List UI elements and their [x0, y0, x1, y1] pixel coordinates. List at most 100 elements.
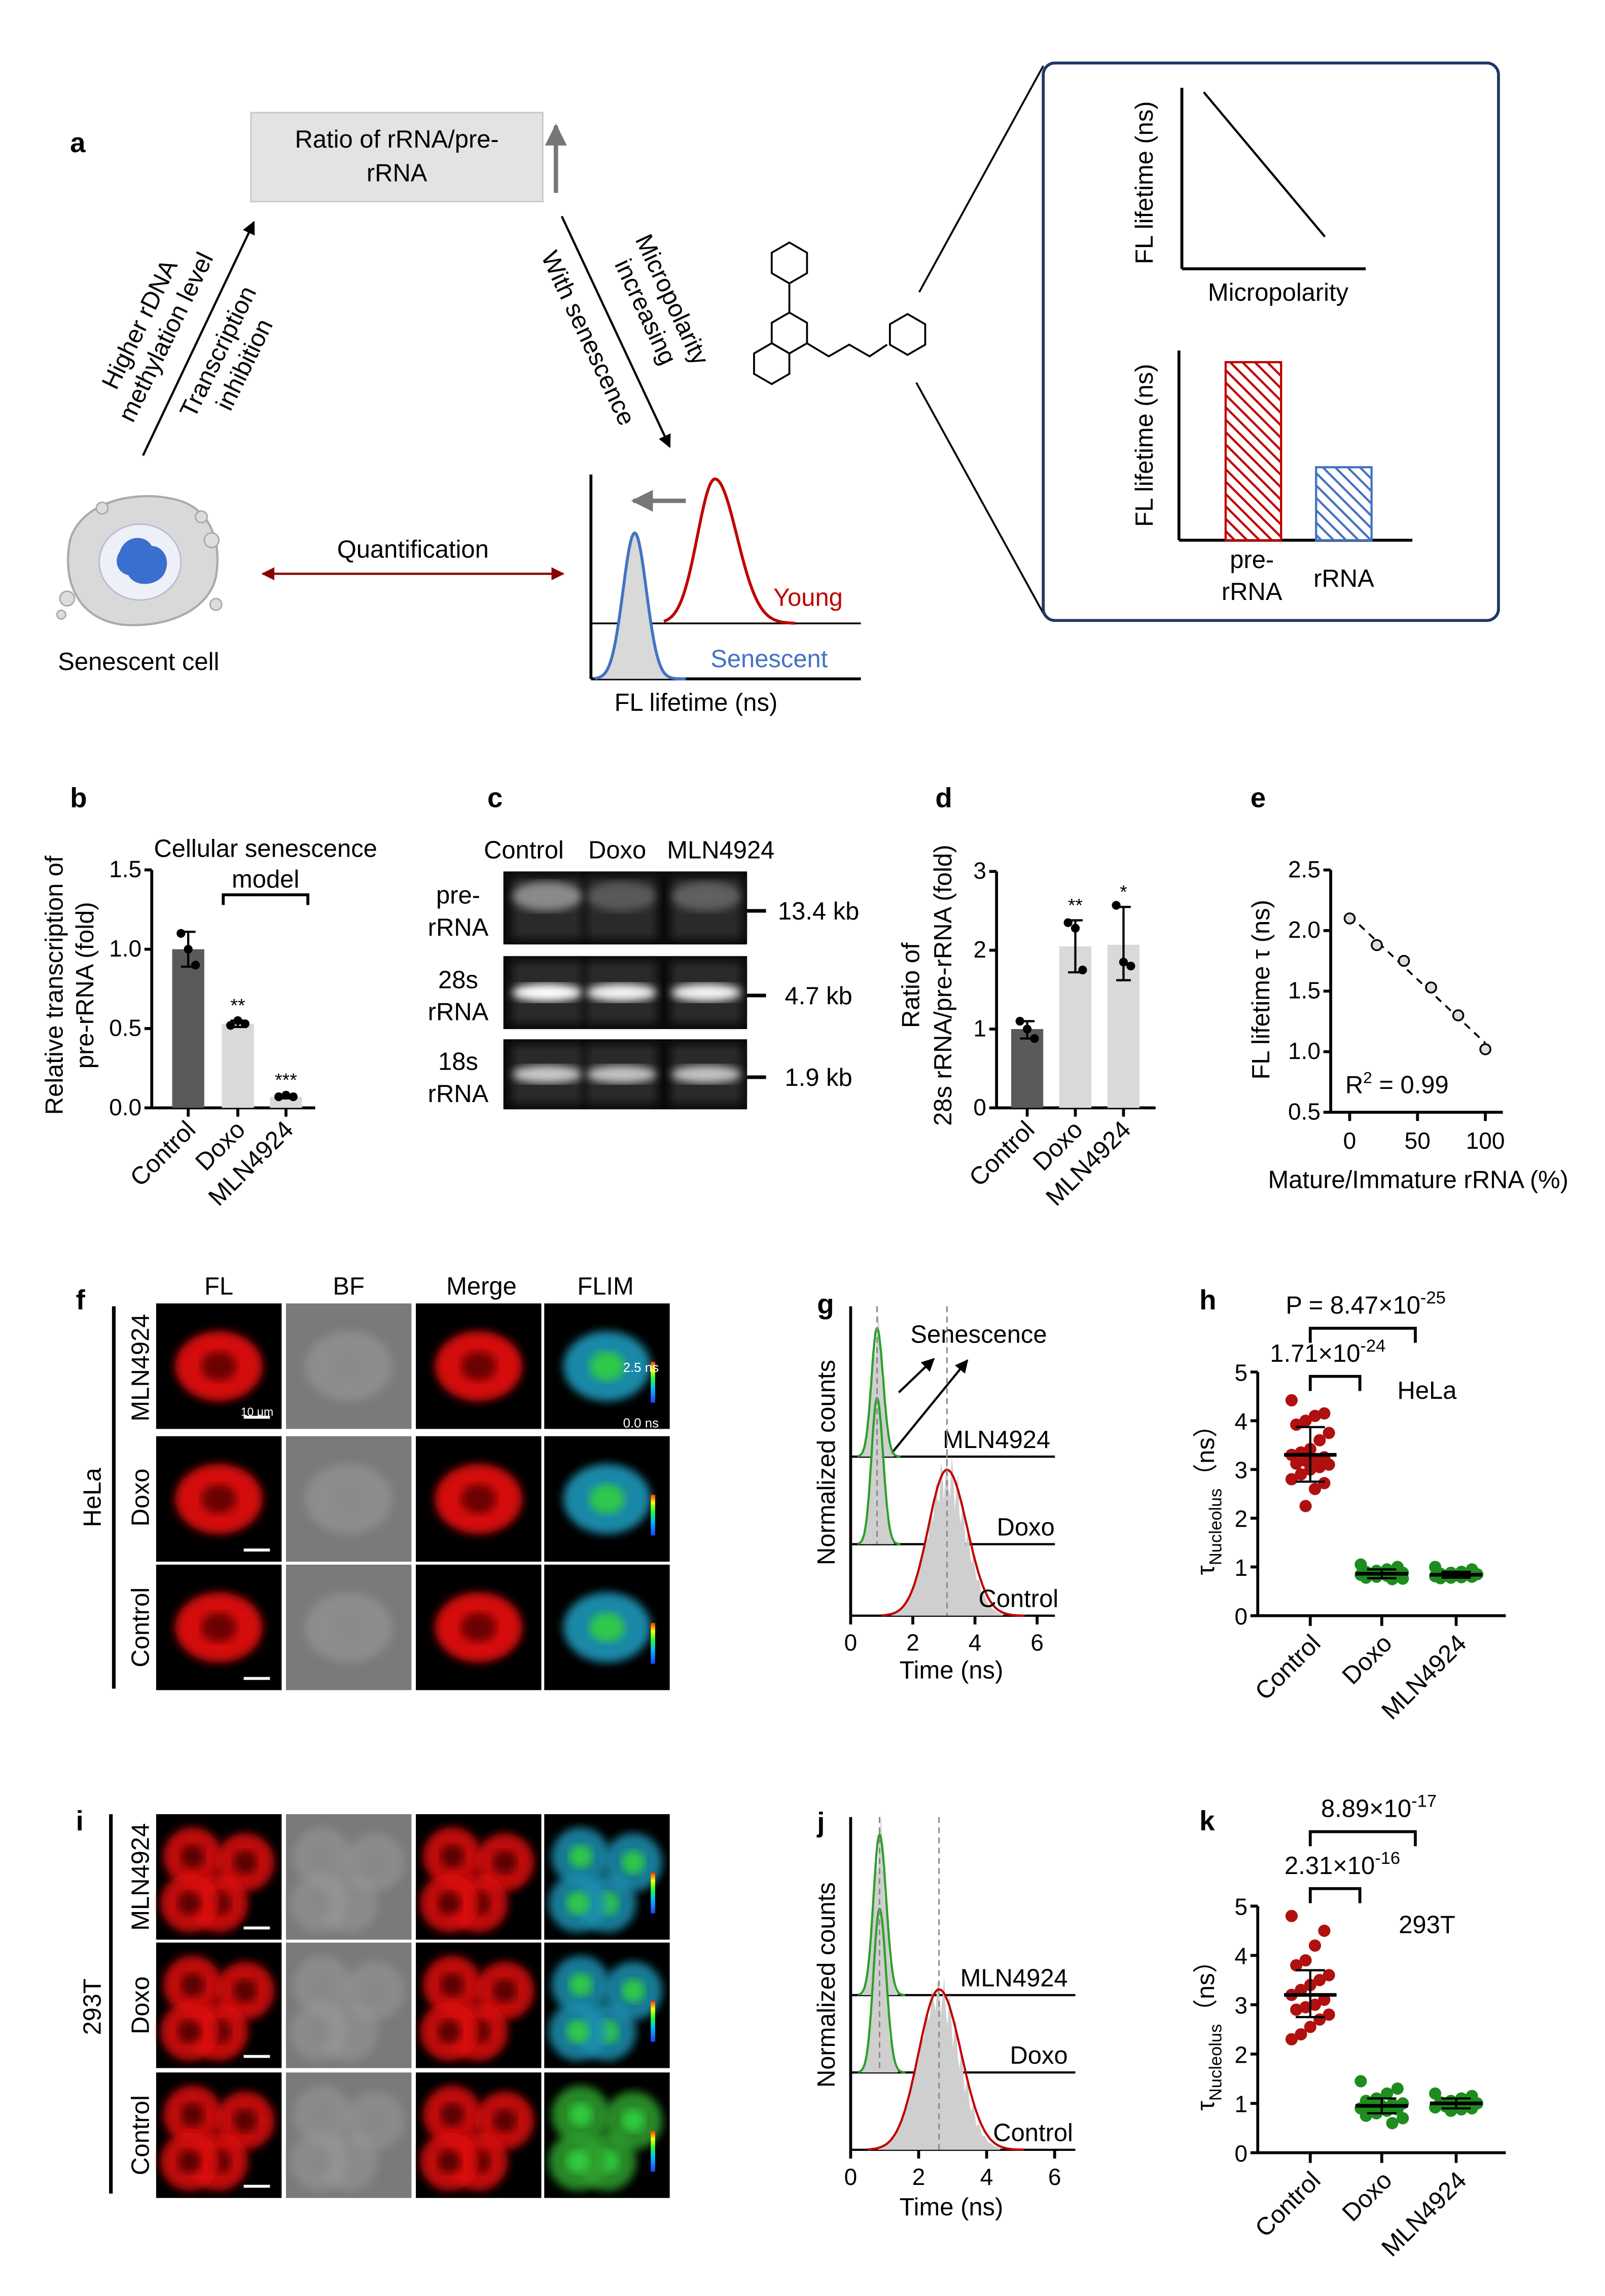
data-point [1313, 1974, 1326, 1987]
data-point [1466, 2102, 1478, 2115]
nucleus [233, 2109, 257, 2133]
nucleus [201, 1351, 237, 1381]
hela-label: HeLa [79, 1467, 106, 1527]
nucleus [310, 1973, 334, 1997]
y-tick-label: 5 [1234, 1359, 1247, 1386]
nucleus [178, 2020, 202, 2043]
lifetime-schematic-plot [589, 474, 861, 681]
nucleus [621, 1850, 645, 1874]
x-tick-label: Control [1250, 1630, 1326, 1706]
fit-line [1349, 915, 1486, 1044]
x-tick-label: 0 [1343, 1127, 1357, 1154]
data-point [1313, 1461, 1326, 1473]
nucleus [569, 1973, 593, 1997]
flim-color-bar [651, 1623, 655, 1664]
data-point [176, 929, 186, 938]
y-tick-label: 0.0 [109, 1094, 141, 1120]
nucleus [331, 1612, 367, 1642]
size-marker-label: 4.7 kb [785, 982, 852, 1010]
inset2-pre-rrna-bar [1224, 361, 1282, 542]
gel-band [671, 881, 741, 911]
nucleus [566, 2149, 590, 2173]
y-tick-label: 2.5 [1288, 856, 1321, 882]
data-point [1397, 2112, 1409, 2125]
gel-band [586, 983, 657, 1002]
y-tick-label: 1 [1234, 2091, 1247, 2117]
panel-label-k: k [1199, 1806, 1215, 1836]
data-point [281, 1090, 291, 1100]
x-tick-label: 6 [1048, 2164, 1061, 2190]
size-marker-label: 1.9 kb [785, 1064, 852, 1091]
nucleus [181, 1973, 204, 1997]
x-tick-label: Control [125, 1116, 201, 1192]
data-point [1285, 1910, 1298, 1922]
nucleus [589, 1351, 625, 1381]
data-point [1313, 1434, 1326, 1446]
panel-label-h: h [1199, 1284, 1216, 1315]
chart-e-ylabel: FL lifetime τ (ns) [1247, 900, 1275, 1079]
fit-curve-mln4924 [857, 1326, 901, 1458]
data-point [1308, 1998, 1322, 2011]
young-curve [663, 477, 796, 625]
data-point [1308, 1939, 1322, 1952]
y-tick-label: 4 [1234, 1408, 1247, 1435]
293t-label: 293T [79, 1979, 106, 2035]
y-tick-label: 0 [973, 1094, 986, 1120]
y-tick-label: 1.0 [109, 935, 141, 962]
gel-row-label: rRNA [428, 999, 489, 1026]
x-tick-label: 4 [980, 2164, 993, 2190]
y-tick-label: 5 [1234, 1894, 1247, 1920]
panel-label-j: j [816, 1807, 825, 1838]
data-point [1308, 1482, 1322, 1495]
nucleus [181, 2103, 204, 2127]
nucleus [440, 1973, 464, 1997]
data-point [1386, 2117, 1399, 2130]
y-tick-label: 2 [973, 936, 986, 963]
nucleus [181, 1845, 204, 1868]
nucleus [363, 1850, 387, 1874]
row-doxo: Doxo [127, 1976, 154, 2034]
gel-row-label: 28s [438, 966, 478, 994]
panel-label-f: f [76, 1284, 86, 1315]
column-merge: Merge [446, 1273, 517, 1300]
inset2-rrna-bar [1315, 466, 1373, 542]
data-point [1290, 2003, 1303, 2016]
y-tick-label: 3 [1234, 1992, 1247, 2019]
row-control: Control [127, 1587, 154, 1668]
nucleus [363, 1979, 387, 2003]
cell-line-label: 293T [1399, 1912, 1455, 1939]
data-point [1318, 1993, 1331, 2006]
chart-j: Normalized counts Time (ns) 0 2 4 6 MLN4924 D… [813, 1814, 1076, 2221]
data-point [1323, 1427, 1335, 1439]
y-tick-label: 1.5 [109, 856, 141, 882]
data-point [289, 1092, 298, 1102]
gel-band [512, 983, 583, 1002]
nucleus [201, 1612, 237, 1642]
y-tick-label: 0.5 [1288, 1098, 1321, 1124]
senescent-cell-label: Senescent cell [58, 648, 219, 676]
nucleus [308, 2149, 332, 2173]
data-point [1371, 939, 1383, 951]
nucleus [589, 1612, 625, 1642]
data-point [1381, 2087, 1394, 2100]
chart-b-ylabel-1: Relative transcription of [41, 856, 68, 1115]
young-label: Young [773, 584, 843, 612]
ratio-box [250, 112, 544, 203]
data-point [1290, 1959, 1303, 1972]
gel-band [586, 881, 657, 911]
data-point [1295, 2028, 1307, 2041]
gel-band [512, 881, 583, 911]
nucleus [438, 1891, 461, 1915]
nucleus [493, 1850, 517, 1874]
data-point [274, 1092, 283, 1102]
x-tick-label: 50 [1405, 1127, 1431, 1154]
bar-doxo [222, 1023, 254, 1108]
data-point [1479, 1043, 1491, 1055]
nucleus [201, 1484, 237, 1514]
inset1-trend-line [1203, 91, 1326, 238]
fit-curve-control [867, 1988, 1024, 2151]
significance-stars: * [1120, 881, 1127, 902]
x-tick-label: 2 [912, 2164, 925, 2190]
chart-e-xlabel: Mature/Immature rRNA (%) [1268, 1167, 1568, 1194]
